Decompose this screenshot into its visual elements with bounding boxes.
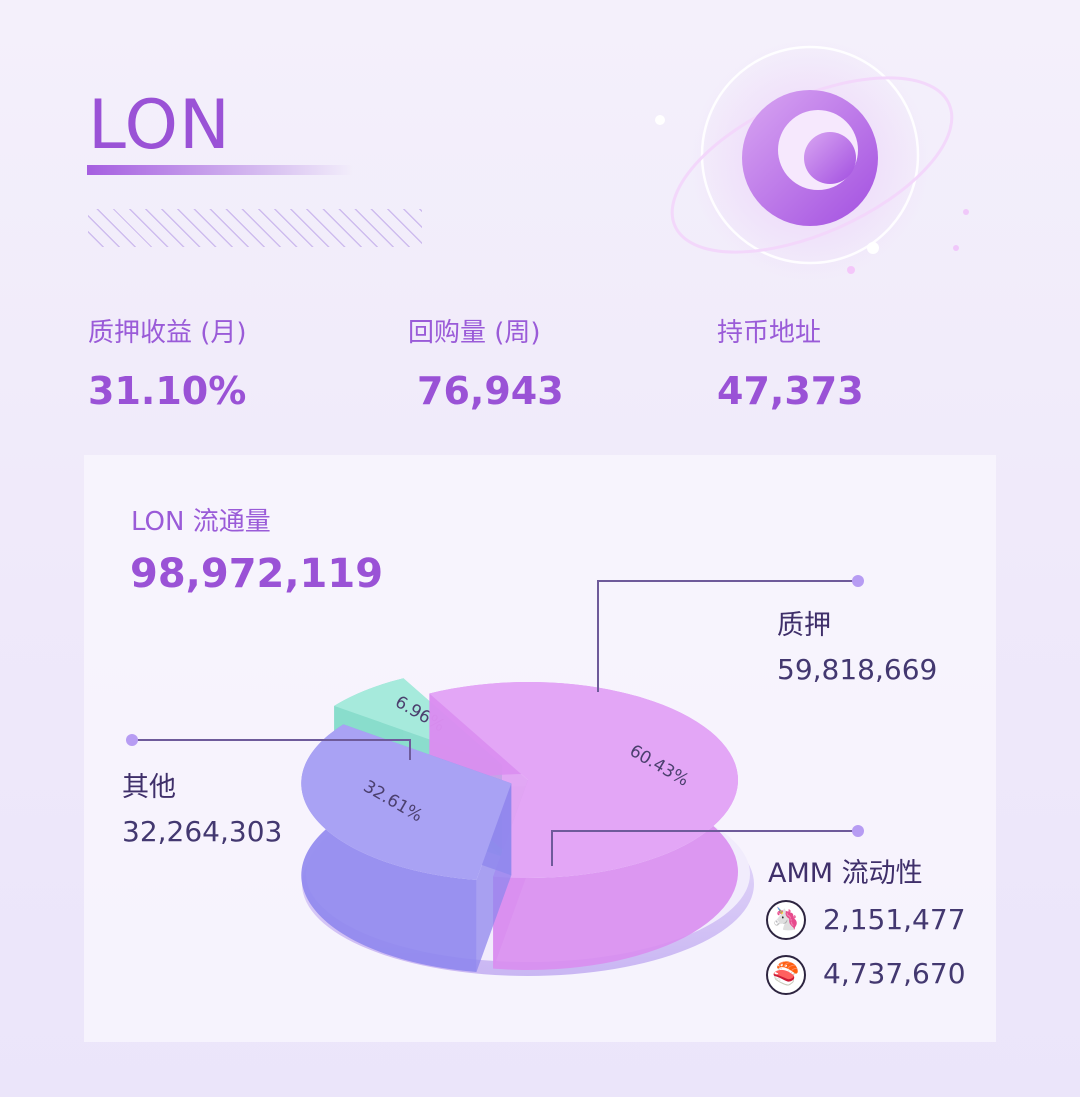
stat-buyback: 回购量 (周) 76,943 bbox=[408, 312, 564, 413]
decorative-hatch bbox=[88, 209, 422, 247]
leader-line-staking bbox=[597, 575, 864, 692]
legend-uniswap-value: 2,151,477 bbox=[823, 903, 966, 936]
stat-value: 47,373 bbox=[717, 369, 864, 413]
legend-sushiswap-value: 4,737,670 bbox=[823, 957, 966, 990]
tokenlon-logo-icon bbox=[655, 40, 969, 280]
title-underline bbox=[87, 165, 353, 175]
legend-other-value: 32,264,303 bbox=[122, 815, 283, 848]
supply-label: LON 流通量 bbox=[131, 507, 271, 537]
leader-line-amm bbox=[551, 825, 864, 866]
sushiswap-sushi-icon: 🍣 bbox=[766, 955, 806, 995]
legend-staking-title: 质押 bbox=[777, 610, 831, 641]
stat-staking-yield: 质押收益 (月) 31.10% bbox=[88, 312, 247, 413]
leader-line-other bbox=[126, 734, 411, 760]
legend-staking-value: 59,818,669 bbox=[777, 653, 938, 686]
stat-label: 持币地址 bbox=[717, 318, 822, 348]
stat-value: 76,943 bbox=[417, 369, 564, 413]
stat-value: 31.10% bbox=[88, 369, 247, 413]
legend-amm-title: AMM 流动性 bbox=[768, 858, 923, 889]
uniswap-unicorn-icon: 🦄 bbox=[766, 900, 806, 940]
legend-other-title: 其他 bbox=[122, 772, 176, 803]
stat-holders: 持币地址 47,373 bbox=[717, 312, 864, 413]
page-title: LON bbox=[88, 86, 231, 165]
supply-value: 98,972,119 bbox=[130, 551, 384, 597]
pie-slice-other: 32.61% bbox=[301, 724, 512, 972]
stat-label: 回购量 (周) bbox=[408, 318, 541, 348]
stat-label: 质押收益 (月) bbox=[88, 318, 247, 348]
